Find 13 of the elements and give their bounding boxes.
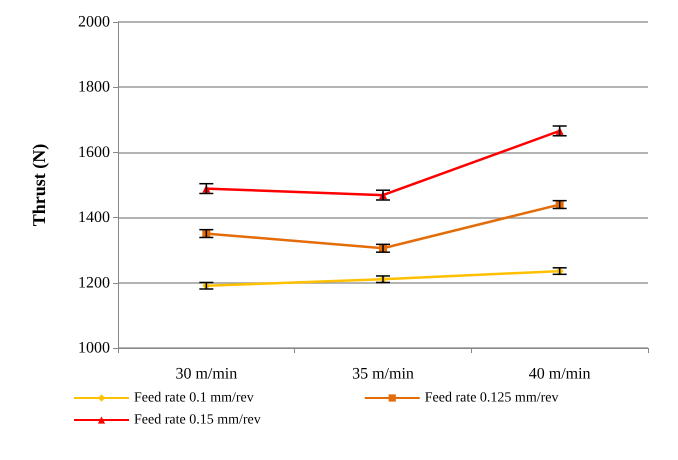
legend-label: Feed rate 0.15 mm/rev bbox=[134, 412, 261, 428]
x-tick-label: 40 m/min bbox=[528, 366, 591, 382]
legend-label: Feed rate 0.125 mm/rev bbox=[424, 390, 558, 406]
y-tick-label: 1800 bbox=[78, 78, 110, 96]
y-tick-label: 1000 bbox=[78, 340, 110, 356]
y-tick-label: 1400 bbox=[78, 209, 110, 226]
y-tick-label: 2000 bbox=[78, 14, 110, 30]
y-tick-label: 1200 bbox=[78, 274, 110, 292]
x-tick-label: 35 m/min bbox=[352, 366, 414, 382]
x-tick-label: 30 m/min bbox=[175, 366, 238, 382]
legend-label: Feed rate 0.1 mm/rev bbox=[134, 390, 254, 406]
y-axis-title: Thrust (N) bbox=[29, 144, 49, 226]
y-tick-label: 1600 bbox=[78, 144, 110, 161]
